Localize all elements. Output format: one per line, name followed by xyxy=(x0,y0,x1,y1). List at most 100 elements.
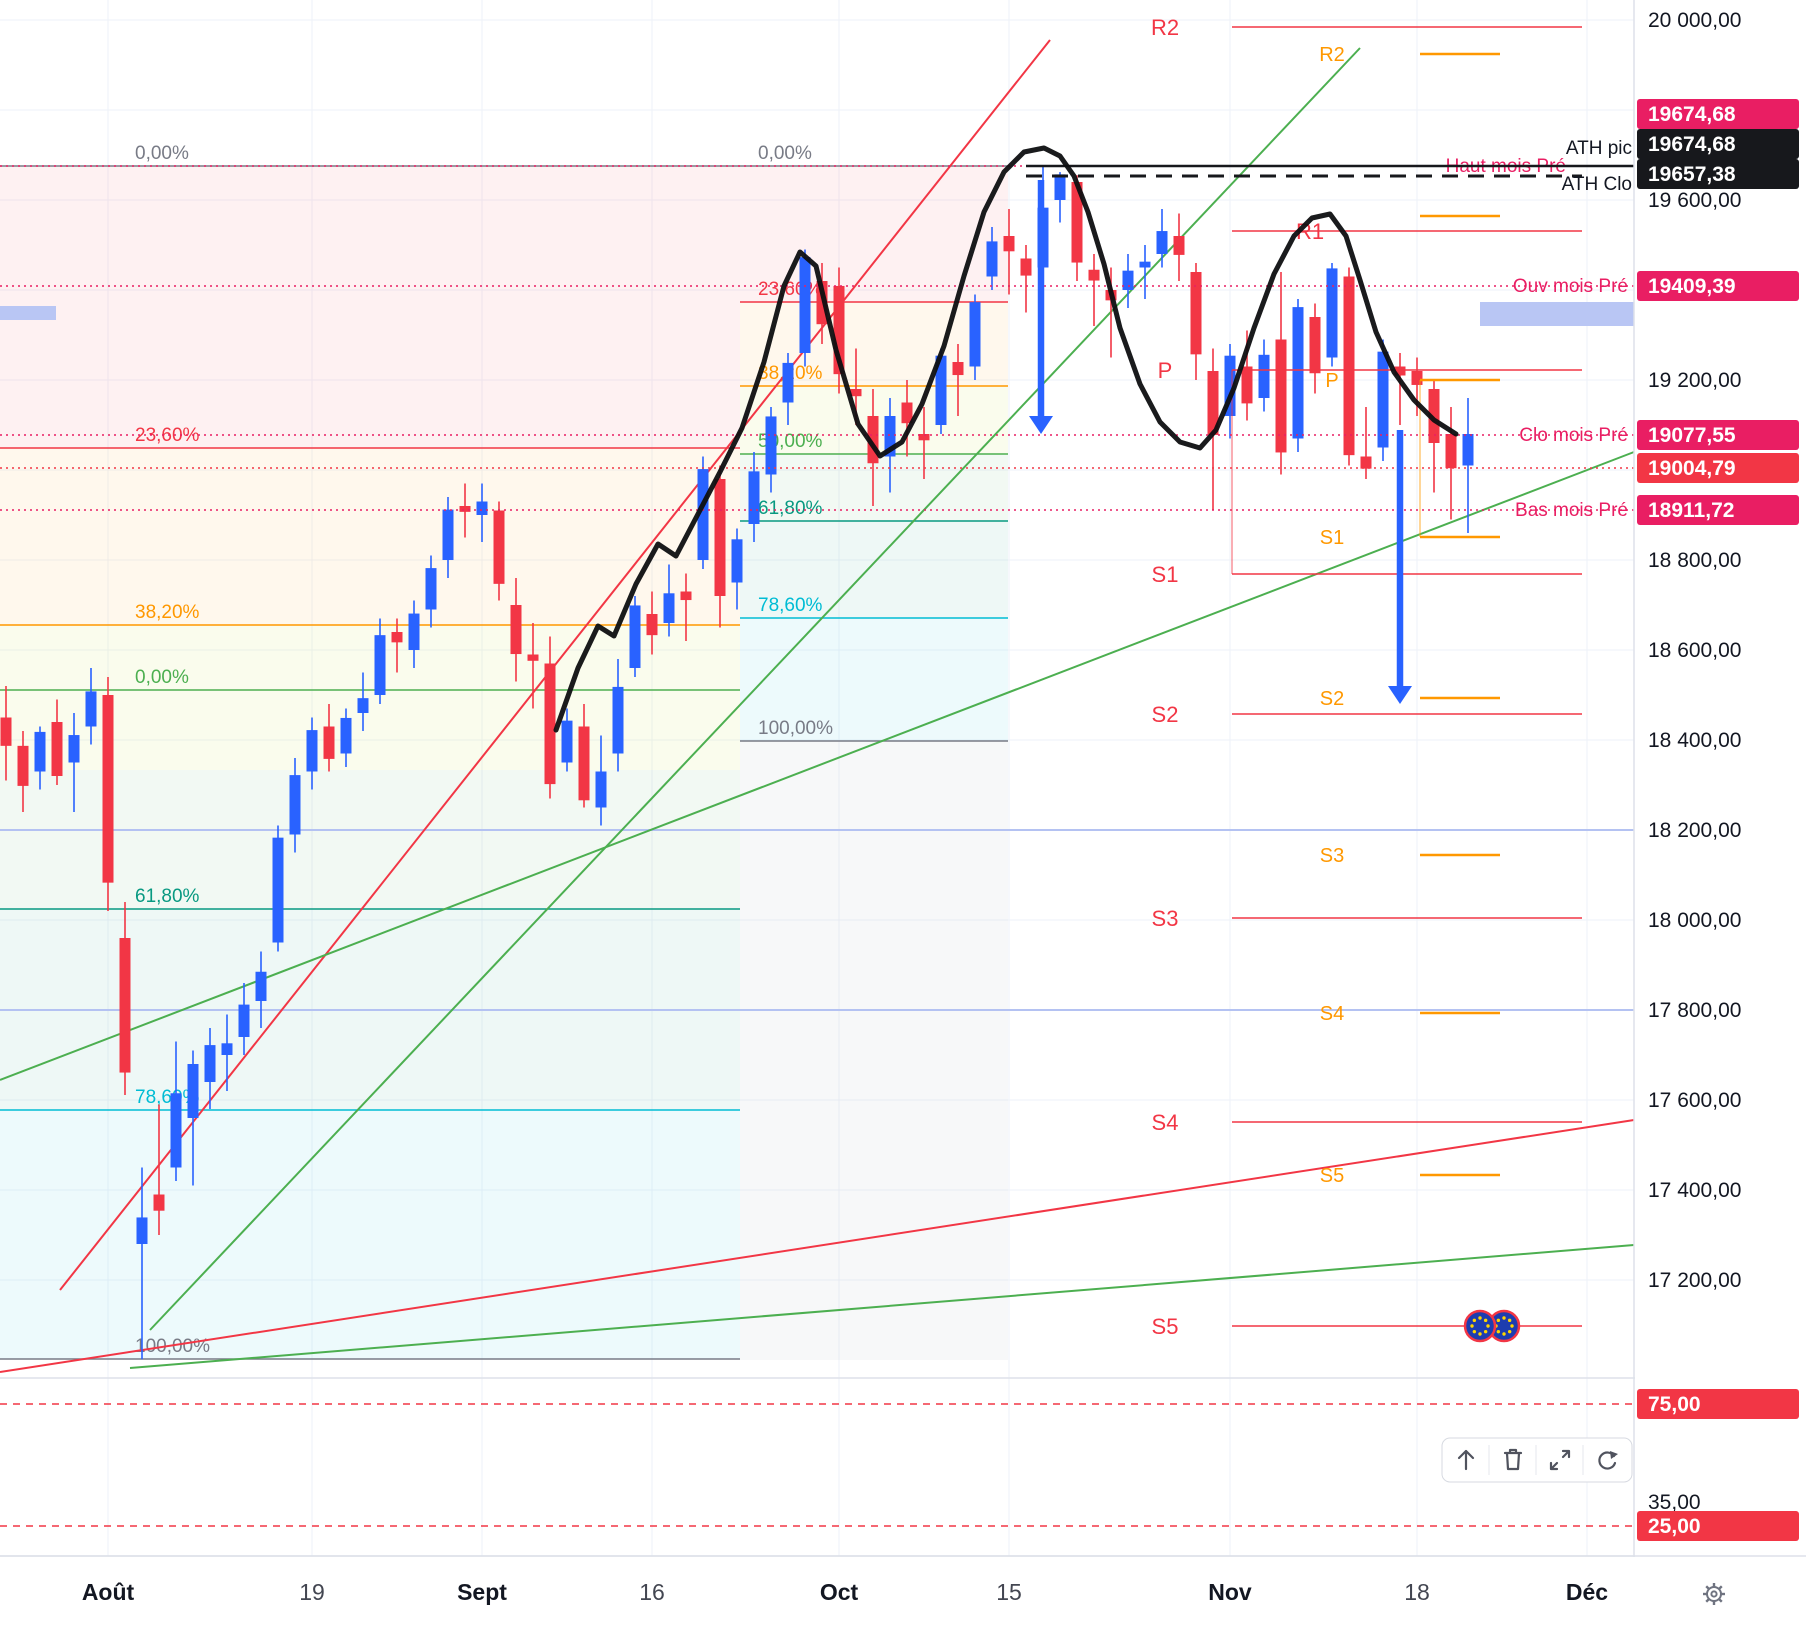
candle xyxy=(493,501,505,601)
candle xyxy=(238,983,250,1055)
chart-settings-gear-icon[interactable] xyxy=(1703,1583,1725,1605)
candle xyxy=(833,267,845,394)
pivot-orange-label-S1: S1 xyxy=(1320,527,1344,549)
down-arrow-icon xyxy=(1388,686,1412,704)
pivot-orange-label-P: P xyxy=(1325,370,1338,392)
candle xyxy=(782,353,794,425)
candle xyxy=(697,456,709,569)
candle xyxy=(272,825,284,952)
candle xyxy=(1003,209,1015,295)
candle xyxy=(119,902,131,1096)
monthly-level-label: Ouv mois Pré xyxy=(1513,276,1628,297)
candle xyxy=(1326,263,1338,367)
candle xyxy=(17,731,29,812)
candle xyxy=(1020,245,1032,313)
time-tick-label: Sept xyxy=(457,1579,507,1605)
toolbar-button-restore-pane[interactable] xyxy=(1585,1438,1631,1482)
candle xyxy=(680,573,692,641)
toolbar-button-move-pane-up[interactable] xyxy=(1444,1438,1490,1482)
monthly-level-label: Bas mois Pré xyxy=(1515,500,1628,521)
candle xyxy=(612,659,624,772)
candle xyxy=(1156,209,1168,268)
double-top-drawing xyxy=(553,145,1459,733)
candle xyxy=(357,672,369,731)
candle xyxy=(0,686,12,781)
candle xyxy=(1292,299,1304,452)
price-badge-text: 19657,38 xyxy=(1648,163,1736,186)
price-tick-label: 18 000,00 xyxy=(1648,909,1741,932)
price-tick-label: 18 400,00 xyxy=(1648,729,1741,752)
candle xyxy=(646,591,658,655)
price-badge-text: 75,00 xyxy=(1648,1393,1701,1416)
candle xyxy=(85,668,97,745)
price-badge-text: 25,00 xyxy=(1648,1515,1701,1538)
price-badge-text: 19077,55 xyxy=(1648,424,1736,447)
candle xyxy=(476,483,488,542)
candle xyxy=(1088,254,1100,326)
price-badge xyxy=(1637,420,1799,450)
price-badge-text: 19674,68 xyxy=(1648,103,1736,126)
price-badge-text: 19674,68 xyxy=(1648,133,1736,156)
fib-level-label: 78,60% xyxy=(758,595,823,616)
candle xyxy=(1190,263,1202,380)
price-zone-rectangle xyxy=(0,306,56,320)
fib-level-label: 0,00% xyxy=(135,667,189,688)
candle xyxy=(187,1050,199,1186)
candle xyxy=(1054,172,1066,223)
pivot-orange-label-S4: S4 xyxy=(1320,1003,1344,1025)
candle xyxy=(102,677,114,911)
down-arrow-icon xyxy=(1029,416,1053,434)
candle xyxy=(1462,398,1474,533)
candle xyxy=(391,618,403,673)
pivot-label-S2: S2 xyxy=(1152,702,1179,727)
fib-level-label: 0,00% xyxy=(758,143,812,164)
pivot-label-S5: S5 xyxy=(1152,1314,1179,1339)
candle xyxy=(51,699,63,785)
candle xyxy=(714,465,726,628)
candle xyxy=(986,227,998,290)
time-axis[interactable] xyxy=(0,1557,1806,1631)
candle xyxy=(595,735,607,826)
time-tick-label: Nov xyxy=(1208,1579,1252,1605)
candle xyxy=(1071,175,1083,281)
price-axis[interactable] xyxy=(1635,0,1806,1631)
price-badge-text: 18911,72 xyxy=(1648,499,1734,522)
candle xyxy=(1122,254,1134,308)
candle xyxy=(816,263,828,344)
candle xyxy=(1275,272,1287,475)
pivot-label-S1: S1 xyxy=(1152,562,1179,587)
price-badge xyxy=(1637,1389,1799,1419)
price-tick-label: 18 200,00 xyxy=(1648,819,1741,842)
candle xyxy=(578,704,590,808)
candle xyxy=(1377,339,1389,461)
candle xyxy=(374,618,386,704)
candle xyxy=(204,1028,216,1109)
fib-band xyxy=(740,454,1008,521)
fib-level-label: 0,00% xyxy=(135,143,189,164)
candle xyxy=(153,1104,165,1235)
pivot-orange-label-S3: S3 xyxy=(1320,845,1344,867)
trendline xyxy=(0,1119,1635,1373)
trendline xyxy=(149,47,1361,1331)
price-badge xyxy=(1637,271,1799,301)
candle xyxy=(510,578,522,682)
pivot-label-S3: S3 xyxy=(1152,906,1179,931)
candle xyxy=(34,726,46,790)
candle xyxy=(1445,407,1457,520)
candle xyxy=(731,528,743,610)
time-tick-label: 15 xyxy=(996,1579,1022,1605)
chart-plot-area[interactable] xyxy=(0,0,1634,1556)
toolbar-button-delete-indicator[interactable] xyxy=(1491,1438,1537,1482)
candle xyxy=(68,713,80,812)
price-badge xyxy=(1637,453,1799,483)
candle xyxy=(1207,348,1219,510)
delete-indicator-icon xyxy=(1503,1448,1523,1471)
time-tick-label: 16 xyxy=(639,1579,665,1605)
candle xyxy=(561,708,573,772)
restore-pane-icon xyxy=(1598,1451,1618,1470)
toolbar-button-maximize-pane[interactable] xyxy=(1538,1438,1584,1482)
pivot-label-S4: S4 xyxy=(1152,1110,1179,1135)
candle xyxy=(1139,245,1151,299)
price-badge xyxy=(1637,129,1799,159)
